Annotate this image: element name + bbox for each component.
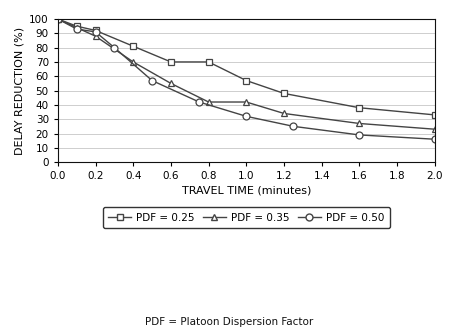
Y-axis label: DELAY REDUCTION (%): DELAY REDUCTION (%)	[15, 26, 25, 155]
Text: PDF = Platoon Dispersion Factor: PDF = Platoon Dispersion Factor	[145, 317, 313, 327]
X-axis label: TRAVEL TIME (minutes): TRAVEL TIME (minutes)	[182, 185, 311, 195]
Legend: PDF = 0.25, PDF = 0.35, PDF = 0.50: PDF = 0.25, PDF = 0.35, PDF = 0.50	[103, 208, 390, 228]
